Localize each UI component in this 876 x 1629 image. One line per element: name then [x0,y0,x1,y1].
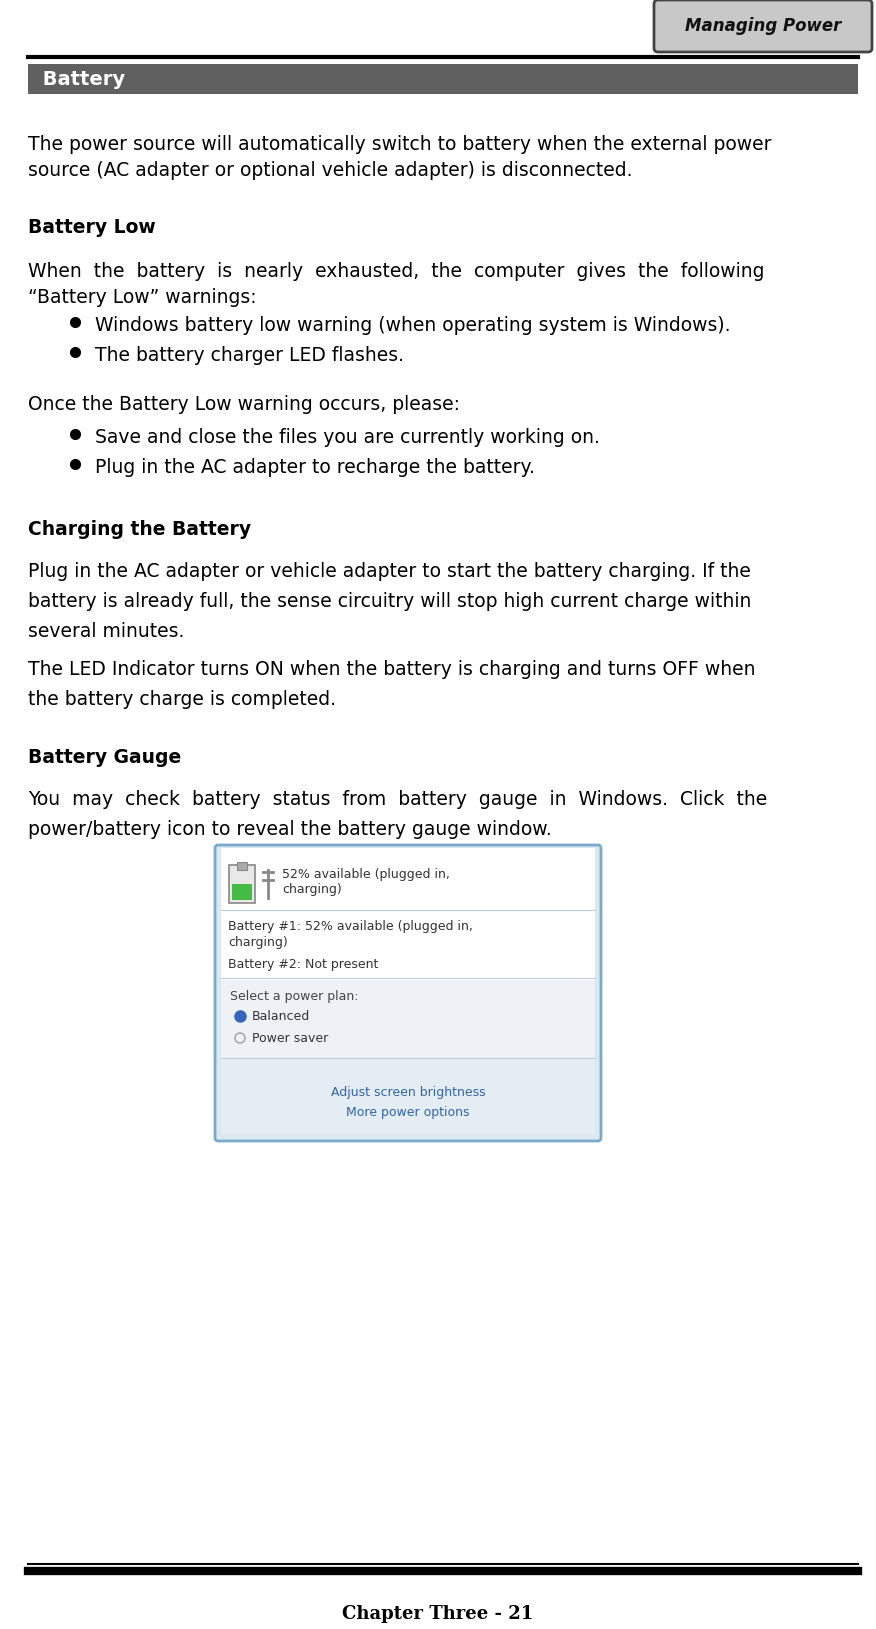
Bar [232,885,252,899]
Text: 52% available (plugged in,: 52% available (plugged in, [282,868,450,881]
Text: Once the Battery Low warning occurs, please:: Once the Battery Low warning occurs, ple… [28,394,460,414]
Text: Save and close the files you are currently working on.: Save and close the files you are current… [95,428,600,446]
Bar [28,64,858,94]
Text: Battery #2: Not present: Battery #2: Not present [228,958,378,971]
Bar [221,981,595,1135]
Bar [221,1060,595,1135]
Bar [221,849,595,1018]
FancyBboxPatch shape [654,0,872,52]
Text: More power options: More power options [346,1106,470,1119]
Text: Managing Power: Managing Power [685,16,841,34]
Text: Power saver: Power saver [252,1033,328,1044]
Text: Plug in the AC adapter to recharge the battery.: Plug in the AC adapter to recharge the b… [95,458,535,477]
Text: power/battery icon to reveal the battery gauge window.: power/battery icon to reveal the battery… [28,819,552,839]
Text: charging): charging) [282,883,342,896]
Text: The LED Indicator turns ON when the battery is charging and turns OFF when: The LED Indicator turns ON when the batt… [28,660,755,679]
Text: Balanced: Balanced [252,1010,310,1023]
Text: When  the  battery  is  nearly  exhausted,  the  computer  gives  the  following: When the battery is nearly exhausted, th… [28,262,765,280]
FancyBboxPatch shape [215,845,601,1140]
Text: battery is already full, the sense circuitry will stop high current charge withi: battery is already full, the sense circu… [28,591,752,611]
Text: Chapter Three - 21: Chapter Three - 21 [343,1605,533,1622]
Text: Plug in the AC adapter or vehicle adapter to start the battery charging. If the: Plug in the AC adapter or vehicle adapte… [28,562,751,582]
Text: Battery Gauge: Battery Gauge [28,748,181,767]
Text: “Battery Low” warnings:: “Battery Low” warnings: [28,288,257,306]
Text: Adjust screen brightness: Adjust screen brightness [330,1087,485,1100]
Text: The battery charger LED flashes.: The battery charger LED flashes. [95,345,404,365]
Text: The power source will automatically switch to battery when the external power: The power source will automatically swit… [28,135,772,155]
Text: source (AC adapter or optional vehicle adapter) is disconnected.: source (AC adapter or optional vehicle a… [28,161,632,179]
Text: Battery #1: 52% available (plugged in,: Battery #1: 52% available (plugged in, [228,920,473,933]
FancyBboxPatch shape [229,865,255,902]
Text: charging): charging) [228,937,287,950]
Text: Select a power plan:: Select a power plan: [230,990,358,1003]
Text: Battery: Battery [36,70,125,88]
Text: You  may  check  battery  status  from  battery  gauge  in  Windows.  Click  the: You may check battery status from batter… [28,790,767,810]
Text: Charging the Battery: Charging the Battery [28,520,251,539]
Bar [237,862,247,870]
Text: several minutes.: several minutes. [28,622,184,640]
Text: Battery Low: Battery Low [28,218,156,236]
Text: Windows battery low warning (when operating system is Windows).: Windows battery low warning (when operat… [95,316,731,336]
Text: the battery charge is completed.: the battery charge is completed. [28,691,336,709]
